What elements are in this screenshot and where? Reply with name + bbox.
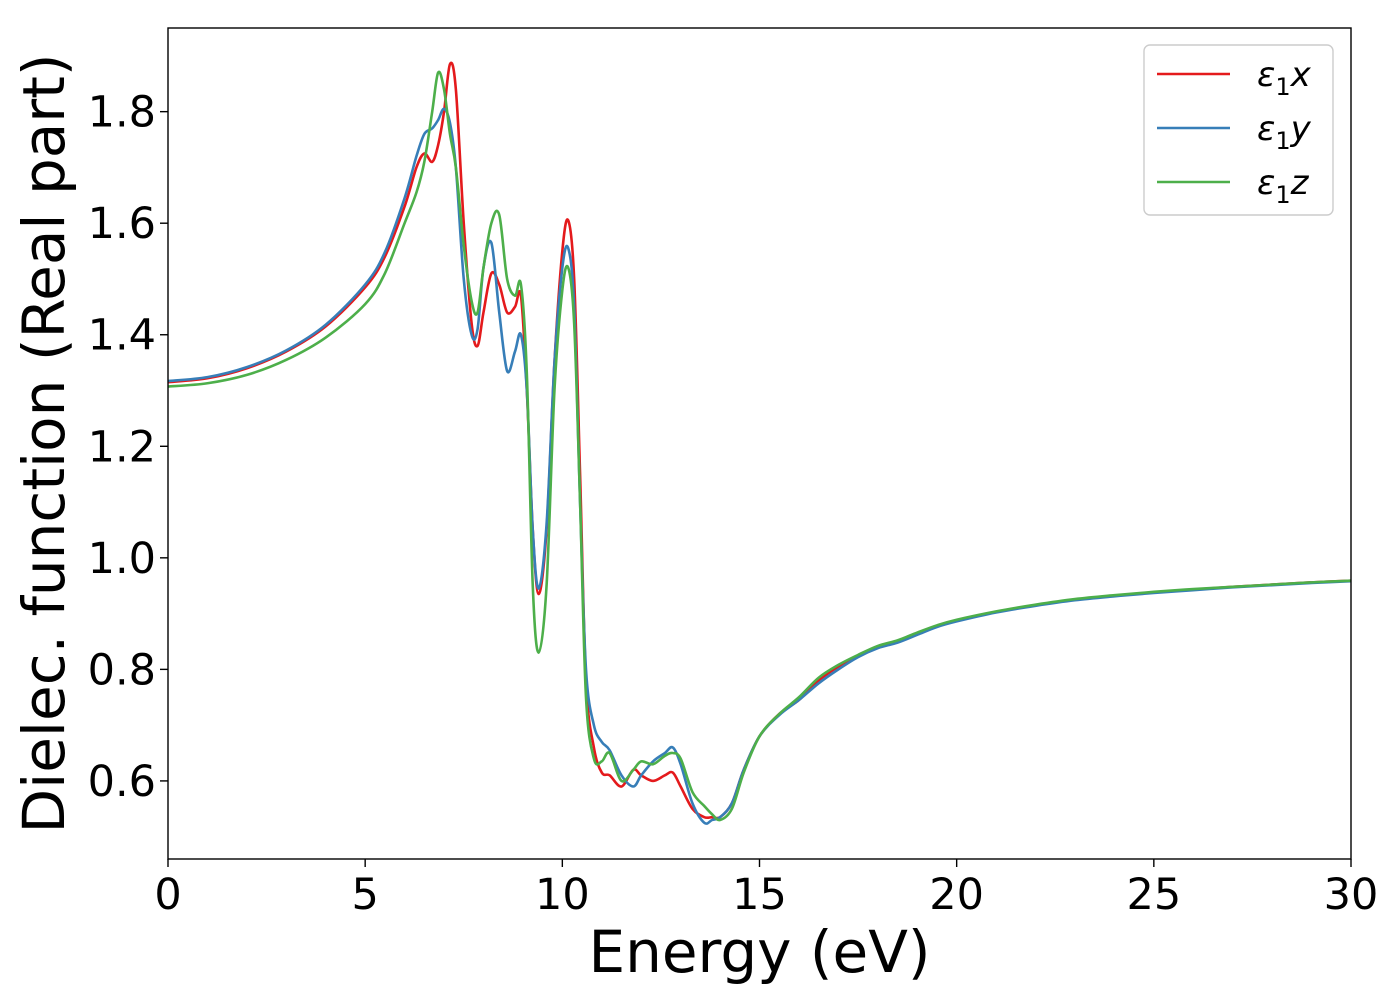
x-tick-label: 15 — [732, 870, 787, 920]
legend-subscript: 1 — [1275, 181, 1290, 209]
legend-subscript: 1 — [1275, 73, 1290, 101]
legend-box — [1143, 44, 1334, 216]
x-tick-label: 25 — [1126, 870, 1181, 920]
y-tick-label: 0.8 — [88, 645, 156, 695]
x-tick-label: 0 — [154, 870, 181, 920]
y-tick-label: 1.6 — [88, 199, 156, 249]
legend-variable: z — [1290, 163, 1310, 203]
y-axis: 0.6 0.8 1.0 1.2 1.4 1.6 1.8 — [88, 88, 168, 807]
y-tick-label: 0.6 — [88, 757, 156, 807]
legend-symbol: ε — [1257, 163, 1275, 203]
legend-label-z: ε1z — [1257, 163, 1310, 209]
y-tick-label: 1.8 — [88, 88, 156, 138]
legend-label-x: ε1x — [1257, 55, 1312, 101]
x-tick-label: 10 — [535, 870, 590, 920]
legend-label-y: ε1y — [1257, 109, 1312, 155]
y-tick-label: 1.2 — [88, 422, 156, 472]
y-tick-label: 1.4 — [88, 311, 156, 361]
legend-subscript: 1 — [1275, 127, 1290, 155]
x-axis-title: Energy (eV) — [588, 918, 930, 986]
y-tick-label: 1.0 — [88, 534, 156, 584]
x-tick-label: 30 — [1324, 870, 1379, 920]
x-tick-label: 20 — [929, 870, 984, 920]
legend-variable: x — [1290, 55, 1312, 95]
x-axis: 0 5 10 15 20 25 30 — [154, 859, 1378, 920]
series-line-y — [168, 107, 1351, 825]
x-tick-label: 5 — [351, 870, 378, 920]
series-line-z — [168, 70, 1351, 822]
legend-variable: y — [1290, 109, 1312, 149]
legend-symbol: ε — [1257, 109, 1275, 149]
series-layer — [168, 61, 1351, 825]
legend-symbol: ε — [1257, 55, 1275, 95]
y-axis-title: Dielec. function (Real part) — [10, 53, 78, 833]
